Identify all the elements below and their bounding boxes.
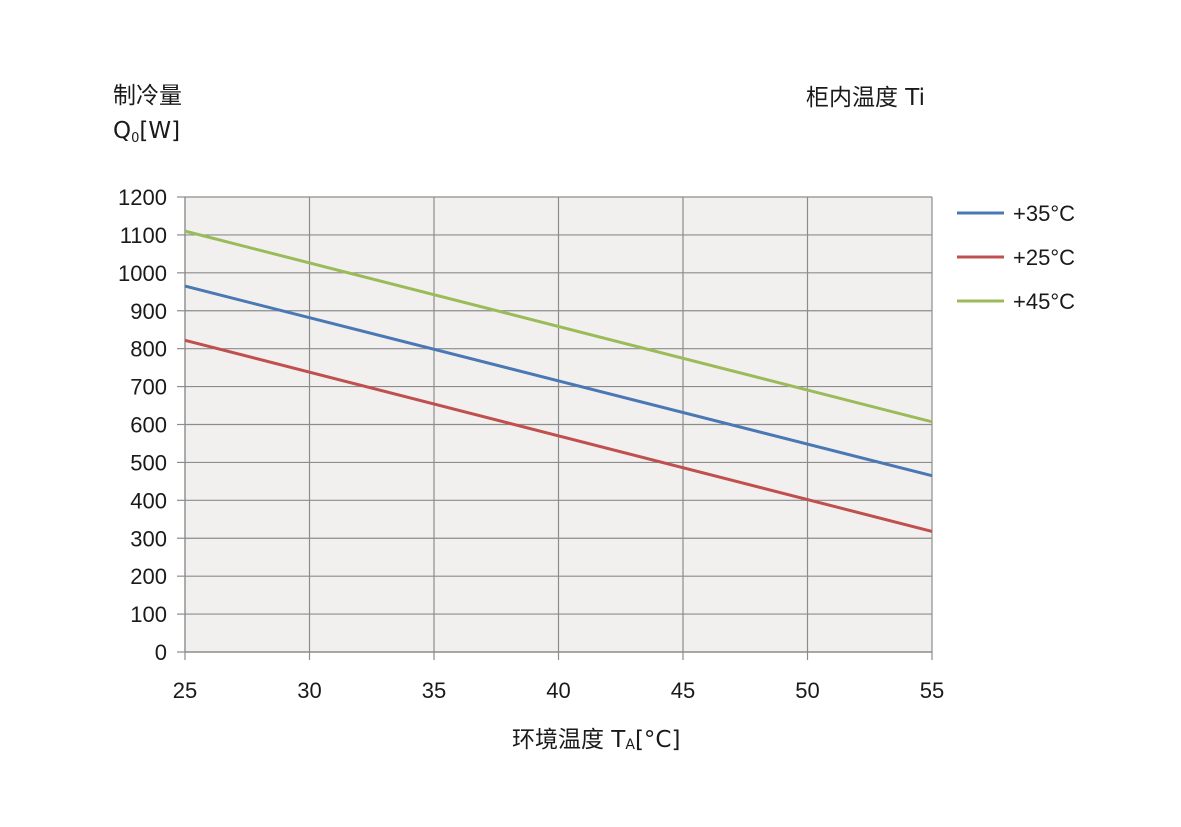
y-axis-q: Q	[113, 118, 132, 144]
x-tick-label: 45	[671, 678, 695, 703]
x-tick-labels: 25 30 35 40 45 50 55	[173, 678, 944, 703]
y-tick-label: 200	[130, 564, 167, 589]
y-tick-label: 900	[130, 299, 167, 324]
x-tick-label: 50	[795, 678, 819, 703]
y-axis-title: 制冷量	[113, 83, 182, 111]
y-tick-label: 400	[130, 488, 167, 513]
y-tick-label: 600	[130, 413, 167, 438]
y-axis-unit-text: [W]	[139, 118, 181, 144]
x-axis-title-subscript: A	[625, 737, 635, 753]
legend-label: +25°C	[1013, 245, 1075, 270]
legend: +35°C +25°C +45°C	[957, 201, 1075, 314]
y-axis-unit: Q0[W]	[113, 118, 180, 147]
series-line	[184, 284, 933, 478]
y-axis-title-text: 制冷量	[113, 83, 182, 109]
legend-title: 柜内温度 Ti	[806, 85, 925, 113]
x-axis-title: 环境温度 TA[°C]	[512, 727, 680, 755]
legend-label: +45°C	[1013, 289, 1075, 314]
legend-label: +35°C	[1013, 201, 1075, 226]
y-tick-label: 300	[130, 526, 167, 551]
y-tick-labels: 0 100 200 300 400 500 600 700 800 900 1000 1100 1200	[118, 185, 167, 665]
x-tick-label: 25	[173, 678, 197, 703]
y-tick-label: 500	[130, 450, 167, 475]
x-tick-label: 30	[297, 678, 321, 703]
y-tick-label: 800	[130, 337, 167, 362]
x-axis-unit-text: [°C]	[634, 727, 681, 753]
y-tick-label: 0	[155, 640, 167, 665]
series-lines	[184, 229, 933, 533]
series-line	[184, 229, 933, 424]
y-tick-label: 1200	[118, 185, 167, 210]
series-line	[184, 338, 933, 533]
x-axis-title-text: 环境温度 T	[512, 727, 626, 753]
y-tick-label: 100	[130, 602, 167, 627]
y-tick-label: 700	[130, 375, 167, 400]
legend-title-text: 柜内温度 Ti	[806, 85, 926, 111]
y-tick-label: 1000	[118, 261, 167, 286]
x-tick-label: 40	[546, 678, 570, 703]
y-tick-label: 1100	[120, 223, 167, 248]
tick-marks	[177, 196, 933, 660]
x-tick-label: 55	[920, 678, 944, 703]
x-tick-label: 35	[422, 678, 446, 703]
y-axis-q-subscript: 0	[131, 131, 140, 146]
